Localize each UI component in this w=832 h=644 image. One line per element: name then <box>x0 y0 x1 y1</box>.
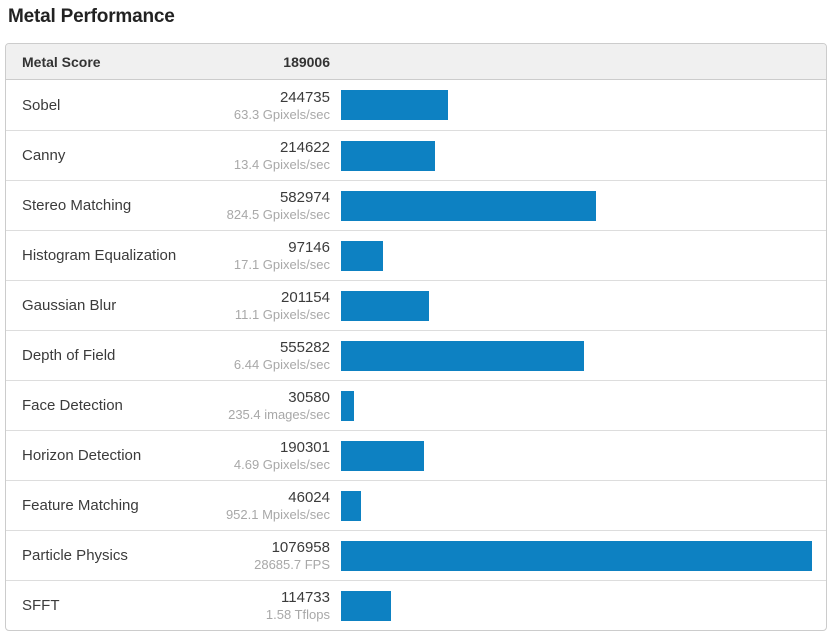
score-bar <box>341 390 355 421</box>
benchmark-score: 214622 <box>279 139 330 156</box>
score-bar-track <box>341 140 812 171</box>
benchmark-name: Face Detection <box>22 397 123 414</box>
score-bar <box>341 190 596 221</box>
metal-performance-panel: Metal Score 189006 Sobel 244735 63.3 Gpi… <box>5 43 827 631</box>
score-block: 201154 11.1 Gpixels/sec <box>200 288 330 323</box>
score-bar-track <box>341 90 812 120</box>
benchmark-score: 97146 <box>288 239 330 256</box>
score-bar-track <box>341 290 812 321</box>
benchmark-row: Histogram Equalization 97146 17.1 Gpixel… <box>6 230 826 280</box>
score-block: 582974 824.5 Gpixels/sec <box>200 188 330 223</box>
benchmark-rows: Sobel 244735 63.3 Gpixels/sec Canny 2146… <box>6 80 826 630</box>
benchmark-score: 30580 <box>288 389 330 406</box>
score-bar-track <box>341 590 812 621</box>
benchmark-row: Stereo Matching 582974 824.5 Gpixels/sec <box>6 180 826 230</box>
benchmark-rate: 235.4 images/sec <box>228 407 330 422</box>
metal-score-label: Metal Score <box>22 53 101 70</box>
benchmark-rate: 11.1 Gpixels/sec <box>234 307 330 322</box>
benchmark-score: 201154 <box>281 289 330 306</box>
benchmark-rate: 17.1 Gpixels/sec <box>233 257 330 272</box>
score-block: 1076958 28685.7 FPS <box>200 538 330 573</box>
score-bar-track <box>341 440 812 471</box>
benchmark-rate: 13.4 Gpixels/sec <box>233 157 330 172</box>
score-block: 190301 4.69 Gpixels/sec <box>200 438 330 473</box>
benchmark-name: Canny <box>22 147 66 164</box>
benchmark-rate: 952.1 Mpixels/sec <box>225 507 330 522</box>
benchmark-score: 114733 <box>281 589 330 606</box>
score-block: 30580 235.4 images/sec <box>200 388 330 423</box>
score-bar <box>341 340 584 371</box>
benchmark-rate: 4.69 Gpixels/sec <box>233 457 330 472</box>
benchmark-row: Feature Matching 46024 952.1 Mpixels/sec <box>6 480 826 530</box>
score-bar-track <box>341 490 812 521</box>
benchmark-name: Depth of Field <box>22 347 116 364</box>
benchmark-score: 46024 <box>288 489 330 506</box>
score-block: 97146 17.1 Gpixels/sec <box>200 238 330 273</box>
benchmark-name: Stereo Matching <box>22 197 132 214</box>
score-block: 555282 6.44 Gpixels/sec <box>200 338 330 373</box>
score-block: 214622 13.4 Gpixels/sec <box>200 138 330 173</box>
score-bar <box>341 90 448 120</box>
benchmark-row: Canny 214622 13.4 Gpixels/sec <box>6 130 826 180</box>
benchmark-rate: 28685.7 FPS <box>254 557 330 572</box>
benchmark-name: SFFT <box>22 597 60 614</box>
benchmark-name: Particle Physics <box>22 547 128 564</box>
score-bar <box>341 440 425 471</box>
benchmark-score: 190301 <box>279 439 330 456</box>
benchmark-row: Sobel 244735 63.3 Gpixels/sec <box>6 80 826 130</box>
benchmark-score: 555282 <box>279 339 330 356</box>
benchmark-row: Depth of Field 555282 6.44 Gpixels/sec <box>6 330 826 380</box>
benchmark-row: Face Detection 30580 235.4 images/sec <box>6 380 826 430</box>
score-block: 46024 952.1 Mpixels/sec <box>200 488 330 523</box>
score-block: 114733 1.58 Tflops <box>200 588 330 623</box>
page-title: Metal Performance <box>8 6 175 27</box>
benchmark-row: Particle Physics 1076958 28685.7 FPS <box>6 530 826 580</box>
benchmark-name: Gaussian Blur <box>22 297 117 314</box>
benchmark-name: Histogram Equalization <box>22 247 177 264</box>
score-bar <box>341 490 362 521</box>
benchmark-row: Gaussian Blur 201154 11.1 Gpixels/sec <box>6 280 826 330</box>
benchmark-name: Horizon Detection <box>22 447 142 464</box>
benchmark-name: Sobel <box>22 96 61 114</box>
benchmark-row: SFFT 114733 1.58 Tflops <box>6 580 826 630</box>
benchmark-score: 582974 <box>279 189 330 206</box>
benchmark-score: 1076958 <box>271 539 330 556</box>
score-bar-track <box>341 240 812 271</box>
metal-score-value: 189006 <box>283 53 330 70</box>
score-bar <box>341 290 429 321</box>
score-block: 244735 63.3 Gpixels/sec <box>200 88 330 123</box>
panel-header: Metal Score 189006 <box>6 44 826 80</box>
score-bar <box>341 590 392 621</box>
benchmark-row: Horizon Detection 190301 4.69 Gpixels/se… <box>6 430 826 480</box>
score-bar <box>341 540 812 571</box>
benchmark-rate: 6.44 Gpixels/sec <box>233 357 330 372</box>
benchmark-rate: 824.5 Gpixels/sec <box>226 207 330 222</box>
score-bar-track <box>341 390 812 421</box>
benchmark-results-page: Metal Performance Metal Score 189006 Sob… <box>0 6 832 631</box>
benchmark-score: 244735 <box>279 88 330 106</box>
score-bar-track <box>341 190 812 221</box>
benchmark-rate: 63.3 Gpixels/sec <box>233 106 330 122</box>
score-bar <box>341 140 435 171</box>
score-bar-track <box>341 340 812 371</box>
benchmark-rate: 1.58 Tflops <box>265 607 330 622</box>
score-bar-track <box>341 540 812 571</box>
benchmark-name: Feature Matching <box>22 497 139 514</box>
score-bar <box>341 240 384 271</box>
